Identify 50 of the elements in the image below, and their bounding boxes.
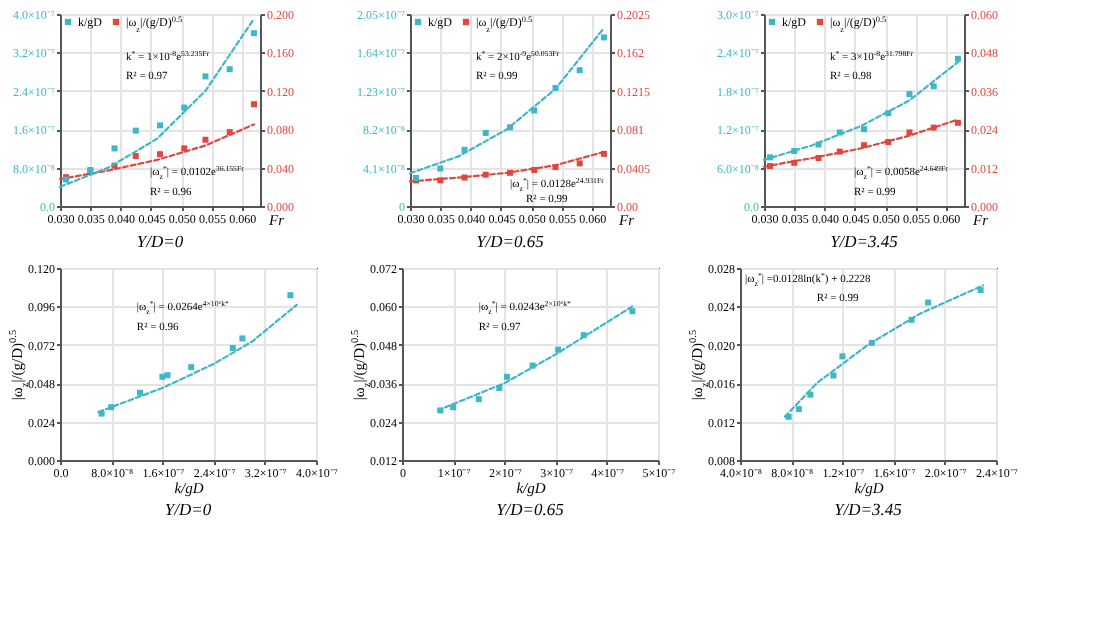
point: [482, 129, 489, 136]
point: [503, 373, 510, 380]
point: [287, 292, 294, 299]
line-series: [762, 118, 960, 168]
text: Y/D=0: [136, 231, 185, 251]
point: [157, 122, 163, 129]
point: [239, 335, 246, 342]
point: [202, 136, 209, 143]
point: [576, 160, 583, 167]
point: [226, 66, 233, 73]
line-series: [436, 305, 634, 412]
text: Y/D=0: [164, 499, 213, 519]
line-series: [408, 26, 606, 175]
point: [839, 353, 846, 360]
line-series: [97, 303, 298, 414]
point: [795, 406, 802, 413]
point: [475, 396, 482, 403]
point: [930, 83, 937, 90]
line-series: [58, 17, 256, 188]
point: [250, 101, 257, 108]
point: [925, 299, 932, 306]
point: [954, 119, 961, 126]
point: [164, 372, 171, 379]
line-series: [58, 123, 256, 181]
text: Y/D=0.65: [476, 231, 544, 251]
text: Y/D=3.45: [834, 499, 902, 519]
point: [576, 67, 583, 74]
point: [132, 153, 139, 160]
point: [202, 73, 209, 80]
point: [906, 91, 913, 97]
point: [132, 127, 139, 134]
point: [111, 145, 118, 152]
point: [807, 391, 814, 398]
text: Y/D=0.65: [496, 499, 564, 519]
line-series: [783, 284, 985, 418]
point: [954, 55, 961, 62]
point: [181, 145, 188, 152]
point: [600, 34, 607, 41]
point: [861, 126, 867, 133]
point: [629, 308, 636, 315]
point: [250, 30, 257, 37]
point: [437, 165, 444, 172]
point: [188, 364, 195, 371]
text: Y/D=3.45: [830, 231, 898, 251]
point: [830, 372, 837, 379]
line-series: [408, 150, 606, 183]
point: [157, 151, 163, 158]
point: [906, 129, 913, 136]
point: [229, 345, 236, 351]
point: [159, 373, 166, 380]
